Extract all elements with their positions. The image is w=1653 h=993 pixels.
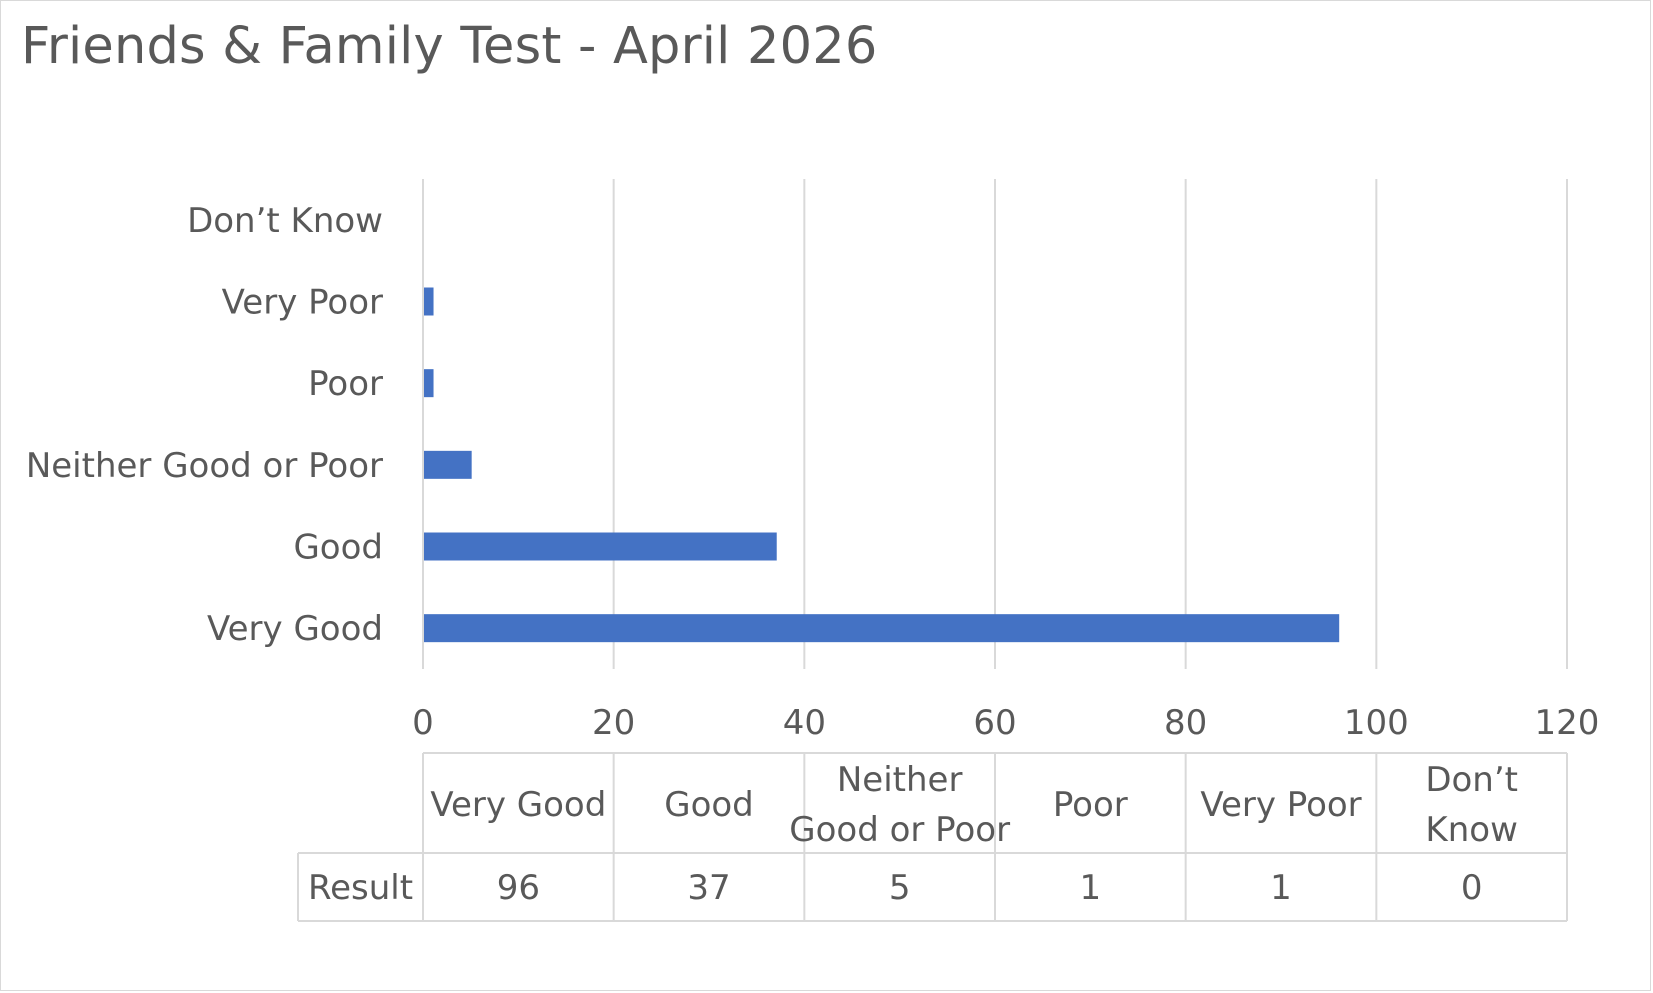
category-label: Good xyxy=(293,528,383,568)
x-tick-label: 80 xyxy=(1164,703,1207,743)
category-label: Very Poor xyxy=(222,283,383,323)
x-tick-label: 20 xyxy=(592,703,635,743)
table-header: Neither Good or Poor xyxy=(789,760,1010,850)
x-tick-label: 60 xyxy=(973,703,1016,743)
x-tick-label: 100 xyxy=(1344,703,1409,743)
table-value: 96 xyxy=(497,868,540,908)
x-tick-label: 120 xyxy=(1535,703,1600,743)
table-value: 1 xyxy=(1080,868,1102,908)
table-header: Don’t Know xyxy=(1425,760,1518,850)
category-label: Poor xyxy=(308,364,383,404)
table-header: Poor xyxy=(1053,785,1128,825)
bar xyxy=(424,614,1340,643)
bar xyxy=(424,369,434,398)
bar xyxy=(424,287,434,316)
table-value: 5 xyxy=(889,868,911,908)
table-value: 1 xyxy=(1270,868,1292,908)
x-tick-label: 40 xyxy=(783,703,826,743)
table-value: 0 xyxy=(1461,868,1483,908)
chart-title: Friends & Family Test - April 2026 xyxy=(21,17,878,76)
category-label: Don’t Know xyxy=(187,201,383,241)
table-row-label: Result xyxy=(308,868,413,908)
bar xyxy=(424,450,472,479)
table-header: Good xyxy=(664,785,754,825)
table-value: 37 xyxy=(687,868,730,908)
table-header: Very Good xyxy=(430,785,606,825)
category-label: Very Good xyxy=(207,609,383,649)
bar xyxy=(424,532,777,561)
table-header: Very Poor xyxy=(1200,785,1361,825)
x-tick-label: 0 xyxy=(412,703,434,743)
category-label: Neither Good or Poor xyxy=(26,446,383,486)
